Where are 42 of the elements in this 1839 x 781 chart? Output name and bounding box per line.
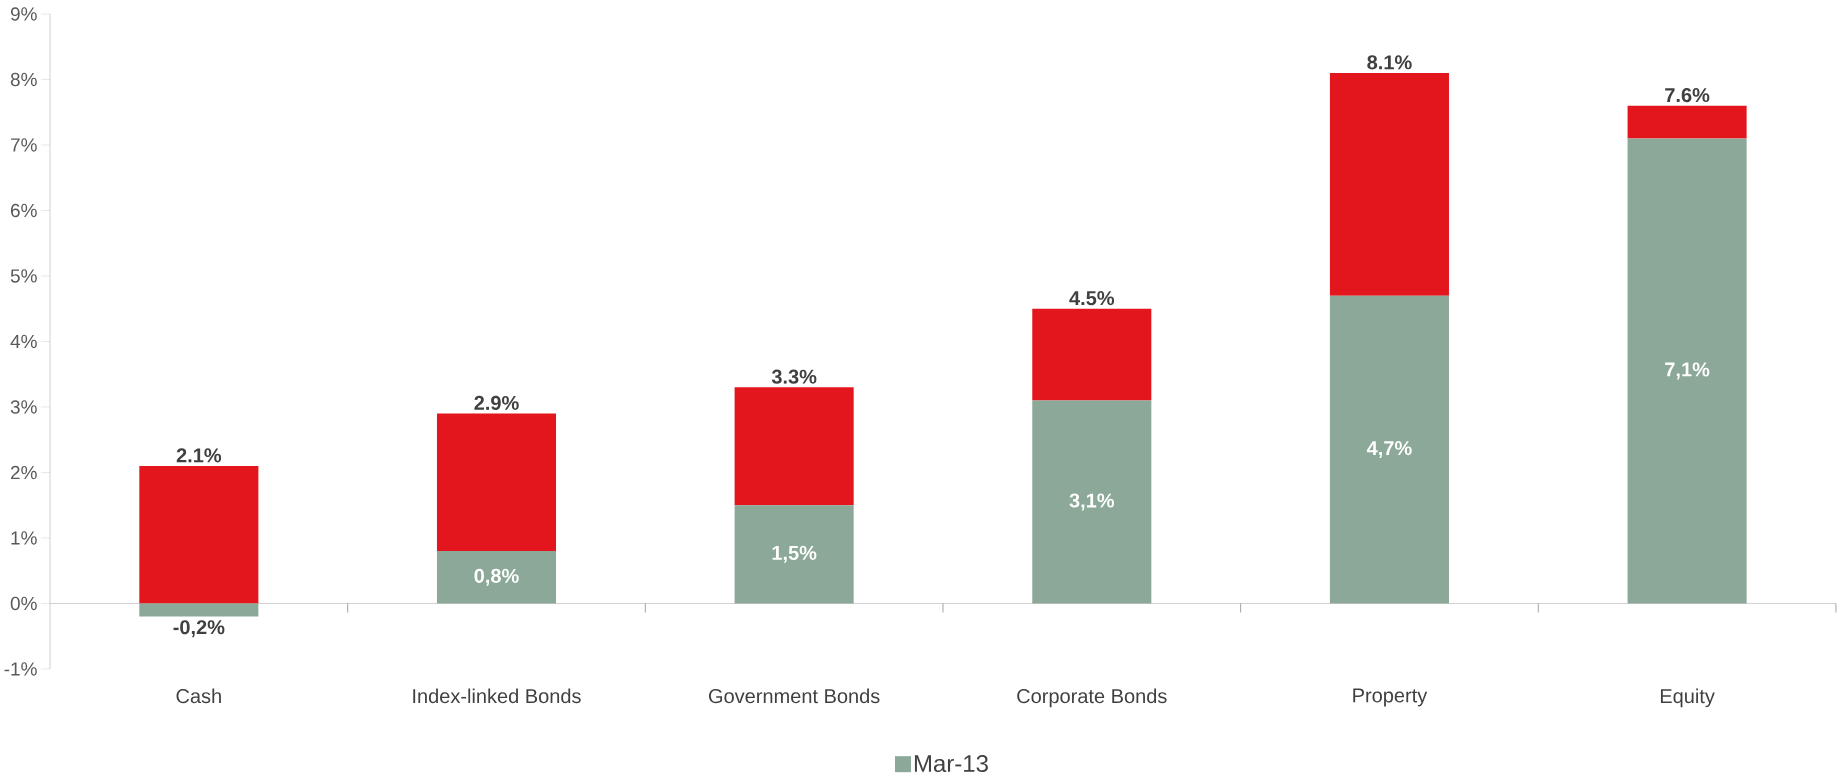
annotation: 4.5% [1069,291,1115,306]
data-label: 3,1% [1069,493,1115,511]
bar [139,465,259,604]
x-tick-label: Cash [176,688,221,704]
bar [436,413,557,552]
annotation: 8.1% [1367,55,1412,70]
annotation: 2.9% [474,395,519,410]
y-tick-label: 8% [10,72,37,87]
y-tick-label: 3% [10,400,37,414]
data-label: 0,8% [474,568,519,586]
annotation: 2.1% [176,448,222,463]
data-label: 4,7% [1366,441,1412,459]
data-label: -0,2% [173,620,225,638]
bar [1329,72,1449,296]
y-tick-label: 9% [10,7,37,21]
y-tick-label: 4% [10,334,37,349]
data-label: 1,5% [772,545,817,563]
data-label: 7,1% [1665,362,1710,380]
y-tick-label: 0% [10,596,37,611]
bar [1627,138,1747,604]
annotation: 7.6% [1665,88,1710,103]
bar [734,387,854,506]
annotation: 3.3% [771,369,817,384]
bar [1032,308,1152,401]
x-tick-label: Equity [1660,688,1715,708]
bar [1627,105,1747,139]
bar [139,603,259,617]
x-tick-label: Property [1353,688,1428,707]
y-tick-label: 7% [10,138,37,152]
y-tick-label: 6% [10,203,37,218]
x-tick-label: Corporate Bonds [1017,688,1167,708]
legend-label: Mar-13 [914,755,988,773]
y-tick-label: 2% [10,465,37,480]
bar [1032,400,1152,604]
y-tick-label: 5% [10,269,37,283]
bar [436,551,557,604]
y-tick-label: 1% [11,531,37,545]
x-tick-label: Index-linked Bonds [413,688,581,704]
bar [1329,295,1449,604]
x-tick-label: Government Bonds [708,688,880,704]
y-tick-label: -1% [4,662,37,676]
bar [734,505,854,604]
